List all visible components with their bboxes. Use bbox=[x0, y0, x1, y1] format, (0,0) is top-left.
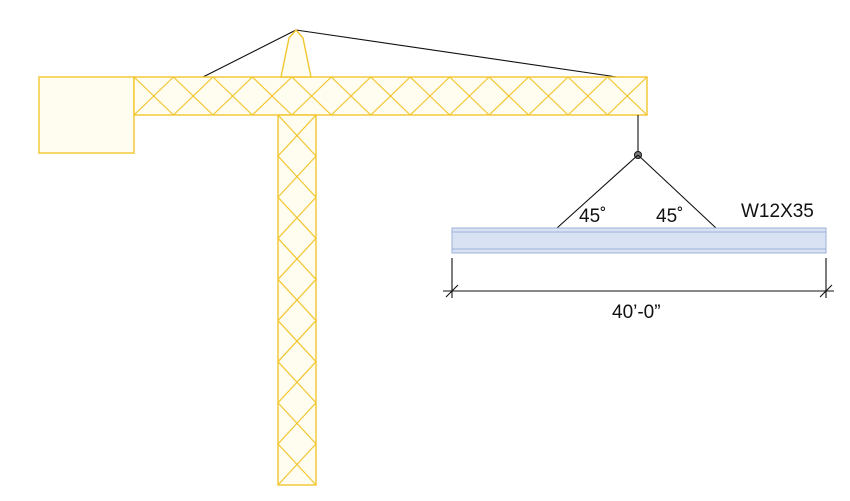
dimension-tick-left bbox=[445, 284, 459, 298]
jib-lattice bbox=[133, 76, 648, 116]
sling-right bbox=[637, 154, 717, 229]
pendant-lines bbox=[202, 29, 618, 78]
jib-brace bbox=[173, 76, 214, 116]
angle-label-right: 45˚ bbox=[656, 206, 683, 227]
angle-label-left: 45˚ bbox=[579, 206, 606, 227]
mast-brace bbox=[277, 320, 317, 363]
pendant-line-front bbox=[295, 29, 618, 78]
mast bbox=[277, 114, 317, 486]
tower-apex bbox=[280, 28, 312, 78]
sling-left bbox=[556, 154, 639, 229]
dimension-tick-right bbox=[819, 284, 833, 298]
mast-brace bbox=[277, 196, 317, 239]
jib-brace bbox=[488, 76, 530, 116]
beam-designation-label: W12X35 bbox=[741, 201, 814, 222]
jib-brace bbox=[291, 76, 332, 116]
mast-brace bbox=[277, 114, 317, 157]
jib-brace bbox=[330, 76, 372, 116]
jib-brace bbox=[251, 76, 293, 116]
mast-brace bbox=[277, 155, 317, 198]
mast-brace bbox=[277, 361, 317, 404]
rigging bbox=[556, 115, 717, 229]
mast-brace bbox=[277, 237, 317, 280]
jib-brace bbox=[409, 76, 451, 116]
dimension bbox=[443, 258, 834, 298]
jib bbox=[133, 76, 648, 116]
mast-brace bbox=[277, 443, 317, 486]
jib-brace bbox=[133, 76, 174, 116]
jib-brace bbox=[607, 76, 648, 116]
jib-brace bbox=[567, 76, 608, 116]
jib-brace bbox=[528, 76, 569, 116]
counterweight bbox=[38, 76, 135, 154]
jib-brace bbox=[212, 76, 253, 116]
beam-length-label: 40’-0” bbox=[612, 302, 661, 323]
jib-brace bbox=[449, 76, 490, 116]
steel-beam bbox=[451, 227, 827, 254]
mast-lattice bbox=[277, 114, 317, 486]
mast-brace bbox=[277, 279, 317, 321]
jib-brace bbox=[370, 76, 411, 116]
mast-brace bbox=[277, 402, 317, 445]
pendant-line-back bbox=[202, 29, 297, 78]
